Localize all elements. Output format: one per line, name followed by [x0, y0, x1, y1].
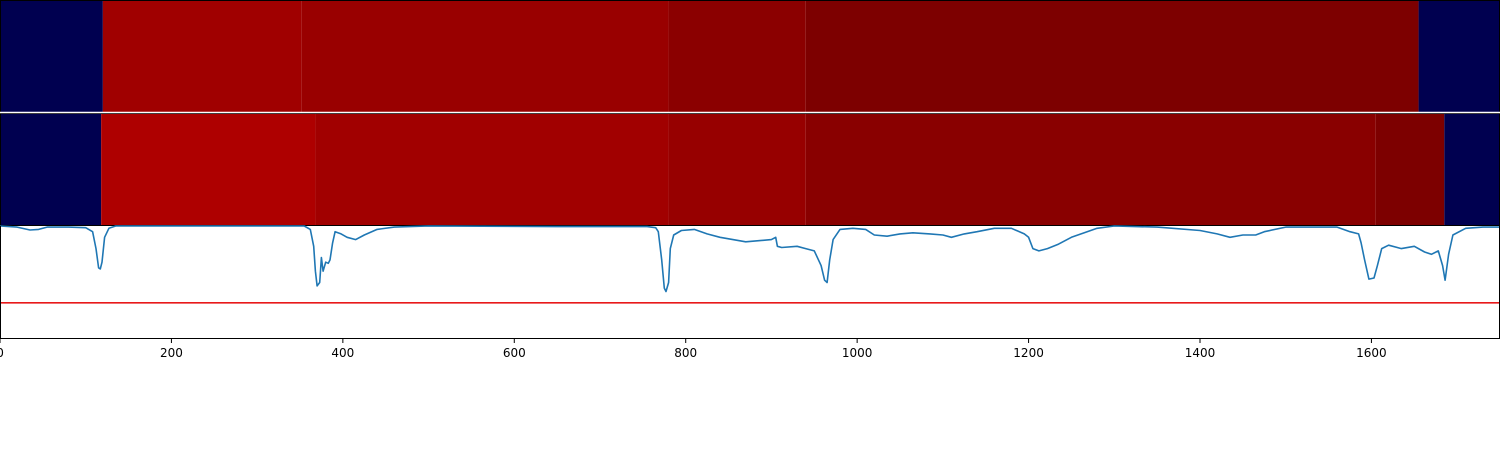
heatmap-cell — [102, 0, 302, 113]
heatmap-row-2 — [0, 113, 1500, 226]
x-tick-label: 1000 — [842, 346, 873, 360]
x-tick-label: 1600 — [1356, 346, 1387, 360]
heatmap-cell — [1444, 113, 1500, 226]
x-tick-label: 600 — [503, 346, 526, 360]
x-axis: 0 200 400 600 800 1000 1200 1400 1600 — [0, 338, 1500, 360]
heatmap-cell — [101, 113, 316, 226]
heatmap-cell — [0, 0, 103, 113]
x-tick-label: 400 — [331, 346, 354, 360]
x-tick-label: 1200 — [1013, 346, 1044, 360]
heatmap-cell — [805, 0, 1419, 113]
x-tick-label: 200 — [160, 346, 183, 360]
heatmap-cell — [668, 0, 806, 113]
heatmap-cell — [315, 113, 669, 226]
heatmap-cell — [668, 113, 806, 226]
heatmap-rows — [0, 0, 1500, 226]
heatmap-cell — [1418, 0, 1500, 113]
heatmap-cell — [0, 113, 102, 226]
x-tick-label: 1400 — [1185, 346, 1216, 360]
heatmap-row-1 — [0, 0, 1500, 113]
heatmap-cell — [805, 113, 1376, 226]
x-tick-label: 800 — [674, 346, 697, 360]
series-line — [0, 225, 1500, 293]
line-panel — [0, 225, 1500, 339]
heatmap-cell — [301, 0, 669, 113]
heatmap-cell — [1375, 113, 1445, 226]
x-tick-label: 0 — [0, 346, 4, 360]
line-panel-background — [0, 226, 1500, 339]
